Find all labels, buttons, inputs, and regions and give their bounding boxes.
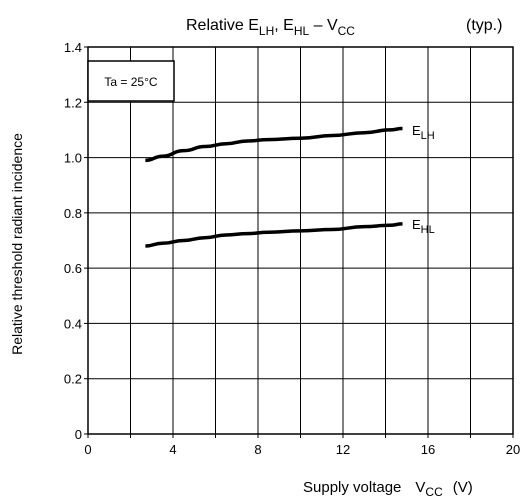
chart-title: Relative ELH, EHL – VCC — [186, 17, 355, 38]
x-tick-label: 20 — [506, 442, 520, 457]
series-line-ehl — [145, 222, 403, 248]
y-tick-label: 0.2 — [64, 372, 82, 387]
x-tick-label: 16 — [421, 442, 435, 457]
y-tick-labels: 0 0.2 0.4 0.6 0.8 1.0 1.2 1.4 — [64, 40, 82, 442]
y-tick-label: 0.8 — [64, 206, 82, 221]
series-label-ehl: EHL — [412, 217, 435, 236]
y-tick-label: 0.6 — [64, 261, 82, 276]
x-tick-label: 8 — [254, 442, 261, 457]
y-tick-label: 1.0 — [64, 151, 82, 166]
x-tick-label: 4 — [169, 442, 176, 457]
annotation-text: Ta = 25°C — [104, 75, 157, 89]
y-tick-label: 0 — [75, 427, 82, 442]
chart-note: (typ.) — [466, 17, 502, 34]
y-tick-label: 0.4 — [64, 316, 82, 331]
annotation-box — [87, 60, 175, 102]
grid — [84, 46, 514, 438]
x-tick-label: 0 — [84, 442, 91, 457]
series-line-elh — [145, 126, 403, 163]
x-tick-labels: 0 4 8 12 16 20 — [84, 442, 520, 457]
series-label-elh: ELH — [412, 123, 435, 142]
y-tick-label: 1.4 — [64, 40, 82, 55]
series-group — [145, 126, 403, 248]
y-axis-label: Relative threshold radiant incidence — [9, 133, 25, 355]
x-tick-label: 12 — [336, 442, 350, 457]
y-tick-label: 1.2 — [64, 95, 82, 110]
x-axis-label: Supply voltage VCC (V) — [303, 479, 473, 499]
